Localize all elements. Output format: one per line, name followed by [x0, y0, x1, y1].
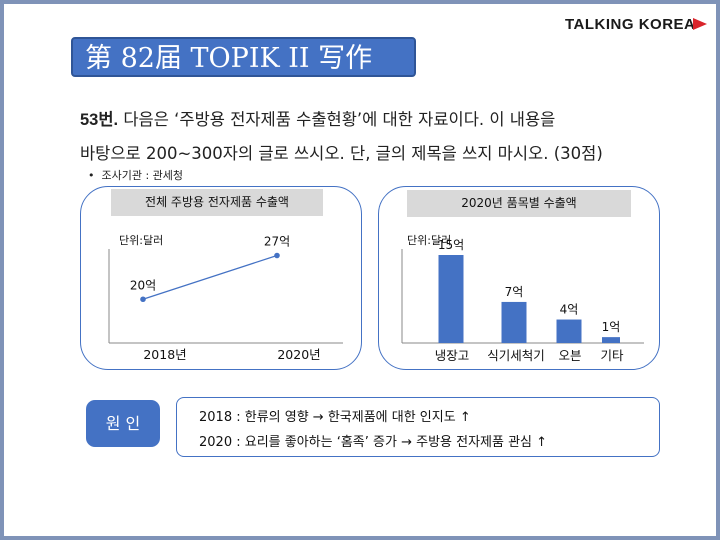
question-line-1: 53번. 다음은 ‘주방용 전자제품 수출현황’에 대한 자료이다. 이 내용을: [80, 106, 555, 130]
total-export-chart-panel: 전체 주방용 전자제품 수출액 단위:달러 20억 2018년 27억 2020년: [80, 186, 362, 370]
bar-category-label-3: 기타: [600, 348, 624, 363]
page-title: 第 82届 TOPIK II 写作: [71, 37, 416, 77]
talking-korea-logo: TALKING KOREA: [565, 16, 708, 33]
logo-flag-icon: [693, 18, 708, 30]
total-export-chart-title: 전체 주방용 전자제품 수출액: [111, 189, 323, 216]
source-note: • 조사기관 : 관세청: [88, 167, 183, 183]
bar-category-label-1: 식기세척기: [487, 348, 545, 363]
bullet-icon: •: [88, 169, 102, 182]
item-export-chart-title: 2020년 품목별 수출액: [407, 190, 631, 217]
logo-text: TALKING KOREA: [565, 16, 696, 33]
bar-2: [556, 319, 582, 343]
question-line-2: 바탕으로 200~300자의 글로 쓰시오. 단, 글의 제목을 쓰지 마시오.…: [80, 144, 603, 163]
line-chart: 단위:달러 20억 2018년 27억 2020년: [108, 234, 343, 362]
line-series: [142, 254, 278, 300]
source-text: 조사기관 : 관세청: [101, 169, 184, 182]
line-category-label-0: 2018년: [143, 347, 186, 362]
reason-line-2020: 2020 : 요리를 좋아하는 ‘홈족’ 증가 → 주방용 전자제품 관심 ↑: [199, 435, 548, 450]
bar-value-label-2: 4억: [560, 303, 579, 317]
line-point-0: [140, 296, 146, 303]
line-point-1: [274, 252, 280, 259]
question-text-1: 다음은 ‘주방용 전자제품 수출현황’에 대한 자료이다. 이 내용을: [123, 110, 556, 129]
bar-0: [438, 255, 464, 343]
bar-category-label-2: 오븐: [558, 348, 581, 363]
bar-value-label-1: 7억: [505, 285, 524, 299]
line-value-label-0: 20억: [130, 278, 156, 292]
line-chart-unit: 단위:달러: [119, 234, 163, 247]
bar-3: [602, 337, 620, 343]
bar-1: [501, 301, 527, 343]
bar-value-label-3: 1억: [602, 320, 621, 334]
reason-box: 2018 : 한류의 영향 → 한국제품에 대한 인지도 ↑ 2020 : 요리…: [176, 397, 660, 457]
reason-line-2018: 2018 : 한류의 영향 → 한국제품에 대한 인지도 ↑: [199, 410, 471, 425]
reason-label: 원 인: [86, 400, 160, 447]
question-number: 53번.: [80, 111, 119, 129]
bar-category-label-0: 냉장고: [435, 348, 470, 363]
line-value-label-1: 27억: [264, 235, 290, 249]
bar-value-label-0: 15억: [438, 238, 464, 252]
line-category-label-1: 2020년: [277, 347, 320, 362]
bar-chart-unit: 단위:달러: [407, 234, 451, 247]
